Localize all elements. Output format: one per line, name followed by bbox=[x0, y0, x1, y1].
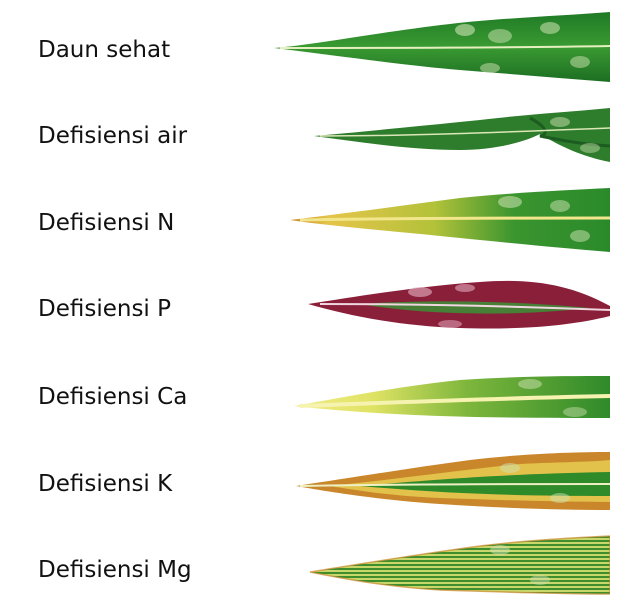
potassium-deficiency-leaf-image bbox=[260, 444, 610, 524]
label-defisiensi-n: Defisiensi N bbox=[38, 210, 175, 236]
magnesium-deficiency-leaf-image bbox=[260, 528, 610, 608]
label-defisiensi-air: Defisiensi air bbox=[38, 123, 188, 149]
phosphorus-deficiency-leaf-image bbox=[260, 270, 610, 350]
row-defisiensi-mg: Defisiensi Mg bbox=[0, 528, 644, 608]
row-defisiensi-air: Defisiensi air bbox=[0, 96, 644, 176]
label-defisiensi-ca: Defisiensi Ca bbox=[38, 384, 188, 410]
label-daun-sehat: Daun sehat bbox=[38, 37, 171, 63]
label-defisiensi-mg: Defisiensi Mg bbox=[38, 557, 192, 583]
water-deficiency-leaf-image bbox=[260, 96, 610, 176]
healthy-leaf-image bbox=[260, 8, 610, 88]
row-daun-sehat: Daun sehat bbox=[0, 8, 644, 88]
row-defisiensi-k: Defisiensi K bbox=[0, 444, 644, 524]
calcium-deficiency-leaf-image bbox=[260, 356, 610, 436]
row-defisiensi-ca: Defisiensi Ca bbox=[0, 356, 644, 436]
label-defisiensi-k: Defisiensi K bbox=[38, 471, 173, 497]
row-defisiensi-p: Defisiensi P bbox=[0, 270, 644, 350]
label-defisiensi-p: Defisiensi P bbox=[38, 296, 172, 322]
row-defisiensi-n: Defisiensi N bbox=[0, 184, 644, 264]
nitrogen-deficiency-leaf-image bbox=[260, 184, 610, 264]
